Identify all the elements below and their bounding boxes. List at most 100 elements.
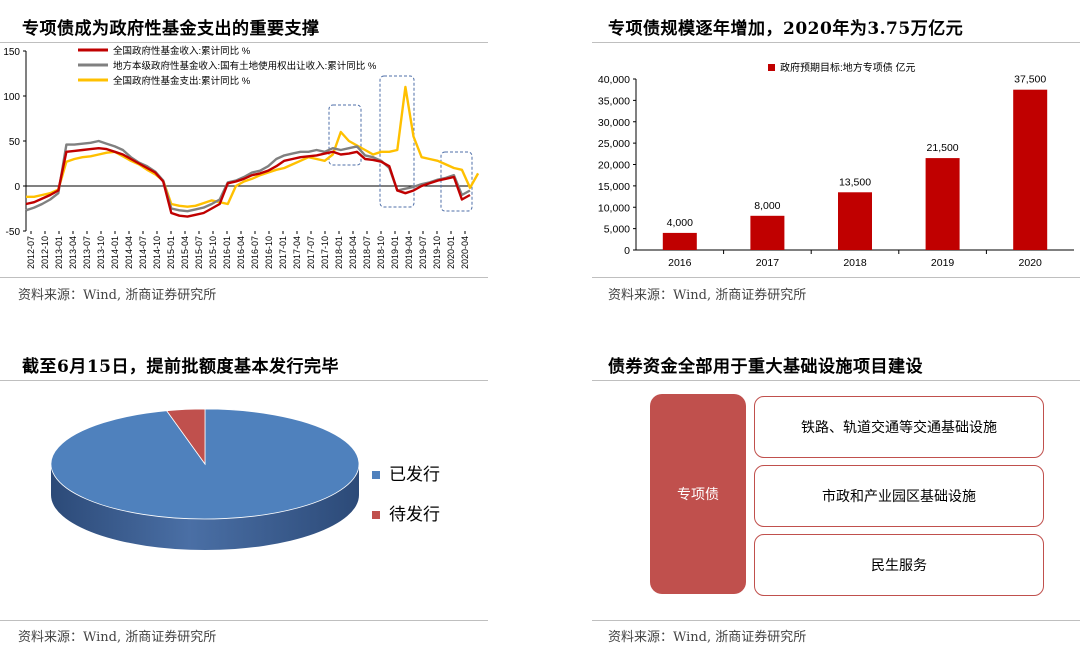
title-rule [592, 380, 1080, 381]
data-label: 8,000 [754, 200, 780, 212]
pie-side-wall [51, 464, 359, 550]
source-rule [0, 620, 488, 621]
legend-label: 已发行 [389, 465, 440, 484]
x-tick-label: 2019-10 [432, 236, 442, 269]
bar-2019 [925, 158, 960, 250]
y-tick-label: 35,000 [598, 95, 630, 107]
diagram-item-label: 铁路、轨道交通等交通基础设施 [801, 420, 997, 436]
x-tick-label: 2017 [756, 257, 780, 269]
x-tick-label: 2013-01 [54, 236, 64, 269]
source-note: 资料来源：Wind, 浙商证券研究所 [18, 630, 217, 645]
y-tick-label: 100 [3, 92, 20, 103]
data-label: 13,500 [839, 176, 871, 188]
x-tick-label: 2014-04 [124, 236, 134, 269]
x-tick-label: 2014-01 [110, 236, 120, 269]
title-rule [592, 42, 1080, 43]
x-tick-label: 2018-04 [348, 236, 358, 269]
x-tick-label: 2016-10 [264, 236, 274, 269]
pie-slice-pending [165, 408, 206, 466]
x-tick-label: 2016-01 [222, 236, 232, 269]
diagram-item-label: 民生服务 [871, 558, 927, 574]
source-note: 资料来源：Wind, 浙商证券研究所 [608, 630, 807, 645]
x-tick-label: 2018-10 [376, 236, 386, 269]
x-tick-label: 2020-01 [446, 236, 456, 269]
y-tick-label: 20,000 [598, 160, 630, 172]
y-tick-label: 40,000 [598, 74, 630, 86]
diagram-item-livelihood: 民生服务 [754, 534, 1044, 596]
y-tick-label: 0 [624, 245, 630, 257]
bar-2017 [750, 215, 785, 250]
legend-swatch-pieRed [372, 511, 380, 519]
diagram-item-label: 市政和产业园区基础设施 [822, 489, 976, 505]
title-rule [0, 380, 488, 381]
x-tick-label: 2019-04 [404, 236, 414, 269]
x-tick-label: 2015-01 [166, 236, 176, 269]
y-tick-label: 50 [9, 137, 21, 148]
data-label: 37,500 [1014, 74, 1046, 86]
y-tick-label: 0 [14, 182, 20, 193]
legend-label: 全国政府性基金收入:累计同比 % [113, 45, 251, 57]
bar-2020 [1013, 89, 1048, 250]
x-tick-label: 2012-07 [26, 236, 36, 269]
x-tick-label: 2013-10 [96, 236, 106, 269]
source-rule [592, 277, 1080, 278]
legend-swatch-blue [372, 471, 380, 479]
x-tick-label: 2018 [843, 257, 867, 269]
x-tick-label: 2016 [668, 257, 692, 269]
x-tick-label: 2015-10 [208, 236, 218, 269]
x-tick-label: 2014-07 [138, 236, 148, 269]
x-tick-label: 2017-10 [320, 236, 330, 269]
highlight-box [379, 75, 415, 208]
y-tick-label: 10,000 [598, 202, 630, 214]
x-tick-label: 2013-04 [68, 236, 78, 269]
diagram-center-label: 专项债 [677, 487, 719, 503]
legend-label: 政府预期目标:地方专项债 亿元 [780, 61, 916, 74]
x-tick-label: 2018-07 [362, 236, 372, 269]
x-tick-label: 2019-07 [418, 236, 428, 269]
title-rule [0, 42, 488, 43]
y-tick-label: 5,000 [604, 224, 630, 236]
source-rule [592, 620, 1080, 621]
x-tick-label: 2016-04 [236, 236, 246, 269]
panel-title-diagram: 债券资金全部用于重大基础设施项目建设 [608, 357, 923, 377]
source-note: 资料来源：Wind, 浙商证券研究所 [18, 288, 217, 303]
x-tick-label: 2017-07 [306, 236, 316, 269]
source-note: 资料来源：Wind, 浙商证券研究所 [608, 288, 807, 303]
legend-swatch [768, 64, 775, 71]
panel-title-pie-chart: 截至6月15日，提前批额度基本发行完毕 [22, 357, 339, 377]
x-tick-label: 2013-07 [82, 236, 92, 269]
x-tick-label: 2019 [931, 257, 955, 269]
x-tick-label: 2017-01 [278, 236, 288, 269]
series-line-red [25, 146, 471, 218]
x-tick-label: 2015-04 [180, 236, 190, 269]
series-line-yellow [26, 85, 480, 208]
legend-label: 地方本级政府性基金收入:国有土地使用权出让收入:累计同比 % [113, 60, 377, 72]
bar-2018 [838, 192, 872, 250]
panel-title-bar-chart: 专项债规模逐年增加，2020年为3.75万亿元 [608, 19, 964, 39]
data-label: 21,500 [927, 142, 959, 154]
x-tick-label: 2012-10 [40, 236, 50, 269]
y-tick-label: 15,000 [598, 181, 630, 193]
legend-label: 全国政府性基金支出:累计同比 % [113, 75, 251, 87]
x-tick-label: 2016-07 [250, 236, 260, 269]
x-tick-label: 2014-10 [152, 236, 162, 269]
x-tick-label: 2020-04 [460, 236, 470, 269]
line-chart: -50 0 50 100 150 2012-07 2012-10 2013-01 2013-04… [3, 45, 480, 269]
x-tick-label: 2019-01 [390, 236, 400, 269]
y-tick-label: 150 [3, 47, 20, 58]
diagram-item-transport: 铁路、轨道交通等交通基础设施 [754, 396, 1044, 458]
x-tick-label: 2015-07 [194, 236, 204, 269]
x-tick-label: 2018-01 [334, 236, 344, 269]
highlight-box [328, 104, 362, 166]
x-tick-label: 2017-04 [292, 236, 302, 269]
bar-2016 [662, 232, 697, 250]
data-label: 4,000 [667, 217, 693, 229]
y-tick-label: -50 [6, 227, 21, 238]
y-tick-label: 30,000 [598, 117, 630, 129]
y-tick-label: 25,000 [598, 138, 630, 150]
x-tick-label: 2020 [1019, 257, 1043, 269]
diagram-center-box: 专项债 [650, 394, 746, 594]
panel-title-line-chart: 专项债成为政府性基金支出的重要支撑 [22, 19, 320, 39]
source-rule [0, 277, 488, 278]
